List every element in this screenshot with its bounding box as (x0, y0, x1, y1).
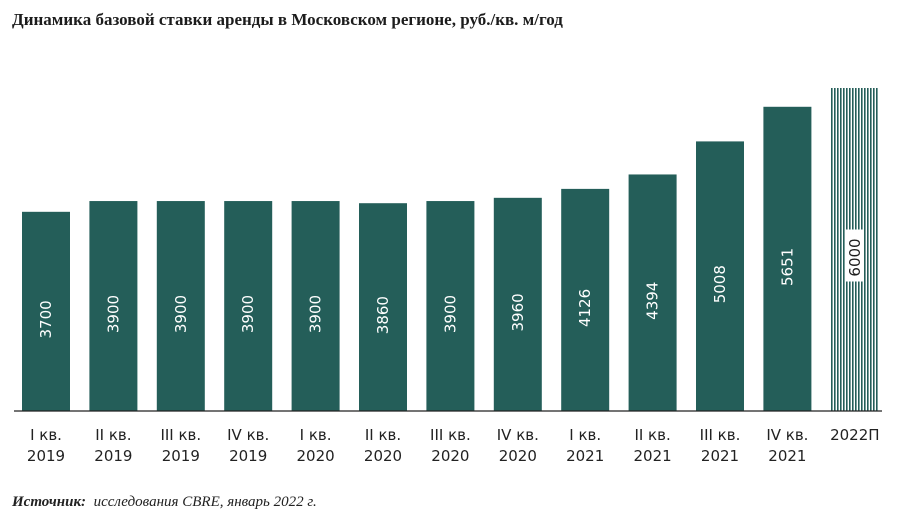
x-tick-label: I кв. (30, 426, 62, 444)
bar (22, 211, 70, 411)
x-tick-label: 2019 (229, 447, 267, 465)
source-text: исследования CBRE, январь 2022 г. (93, 494, 317, 510)
x-tick-label: I кв. (569, 426, 601, 444)
x-tick-label: III кв. (160, 426, 201, 444)
x-tick-label: I кв. (300, 426, 332, 444)
chart-title: Динамика базовой ставки аренды в Московс… (12, 10, 563, 29)
bar-value-label: 3900 (307, 295, 325, 333)
x-tick-label: 2021 (701, 447, 739, 465)
bar-value-label: 3900 (239, 295, 257, 333)
bar (89, 201, 138, 411)
bar (224, 201, 273, 411)
x-tick-label: 2019 (27, 447, 65, 465)
bar (291, 201, 340, 411)
forecast-label-background (845, 229, 864, 282)
bar-value-label: 4126 (576, 289, 594, 327)
x-tick-label: 2020 (499, 447, 537, 465)
bar-value-label: 5651 (778, 248, 796, 286)
x-tick-label: 2021 (768, 447, 806, 465)
bar-value-label: 3700 (37, 300, 55, 338)
x-tick-label: 2021 (566, 447, 604, 465)
x-tick-label: II кв. (365, 426, 401, 444)
bar (493, 197, 542, 411)
bar-value-label: 3900 (441, 295, 459, 333)
bar (426, 201, 475, 411)
bar (628, 174, 677, 411)
x-tick-label: II кв. (95, 426, 131, 444)
x-tick-label: II кв. (634, 426, 670, 444)
x-tick-label: IV кв. (227, 426, 269, 444)
bar (561, 188, 610, 411)
x-tick-label: 2021 (634, 447, 672, 465)
x-tick-label: III кв. (700, 426, 741, 444)
x-tick-label: 2022П (830, 426, 879, 444)
bar (156, 201, 205, 411)
x-tick-label: 2020 (364, 447, 402, 465)
x-tick-label: IV кв. (497, 426, 539, 444)
x-tick-label: 2020 (297, 447, 335, 465)
x-tick-label: 2019 (94, 447, 132, 465)
bar-value-label: 3900 (104, 295, 122, 333)
bar-chart: 3700 3900 3900 3900 3900 3860 3900 3960 4126 4394… (14, 88, 882, 465)
x-tick-label: 2020 (431, 447, 469, 465)
x-tick-label: 2019 (162, 447, 200, 465)
bar (359, 203, 407, 411)
x-tick-label: III кв. (430, 426, 471, 444)
bar (696, 141, 744, 412)
bar-value-label: 3860 (374, 296, 392, 334)
bars-group: 3700 3900 3900 3900 3900 3860 3900 3960 4126 4394… (22, 88, 879, 412)
x-tick-labels: I кв. 2019 II кв. 2019 III кв. 2019 IV кв. 2019… (27, 426, 880, 465)
bar-value-label: 3960 (509, 293, 527, 331)
source-label: Источник: (12, 494, 87, 510)
bar-value-label: 4394 (644, 282, 662, 320)
bar (763, 106, 812, 411)
bar-value-label: 6000 (846, 238, 864, 276)
bar-value-label: 5008 (711, 265, 729, 303)
x-tick-label: IV кв. (766, 426, 808, 444)
bar-value-label: 3900 (172, 295, 190, 333)
source-note: Источник: исследования CBRE, январь 2022… (12, 494, 317, 511)
